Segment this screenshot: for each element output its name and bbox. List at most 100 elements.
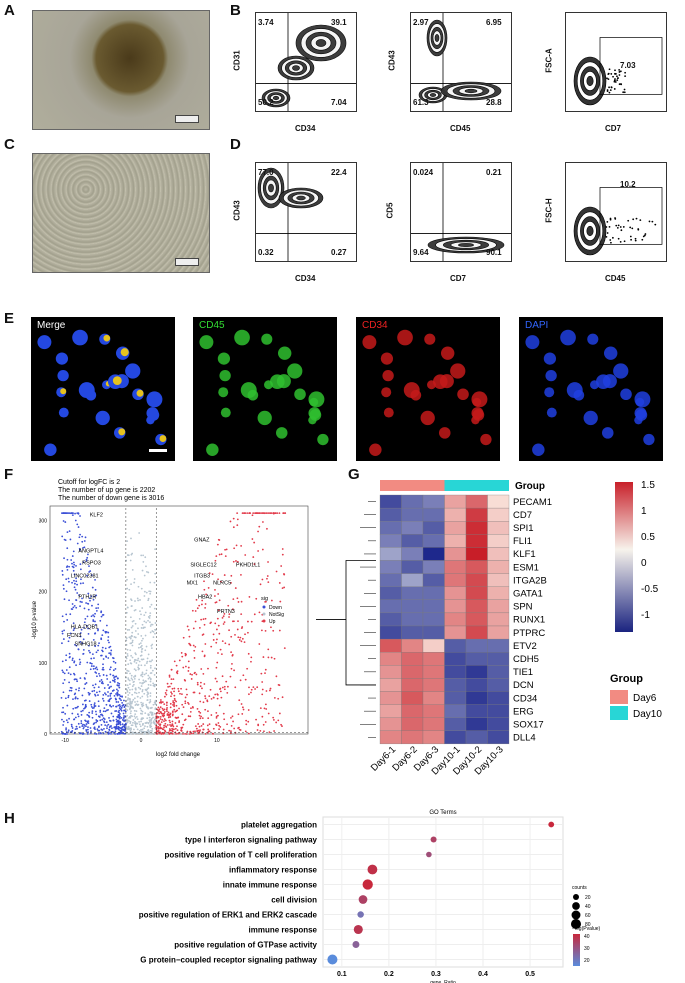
volcano-point-up	[163, 695, 166, 698]
volcano-point-up	[198, 710, 200, 713]
volcano-point-down	[124, 732, 126, 735]
volcano-point-up	[217, 652, 219, 654]
volcano-point-up	[195, 727, 198, 730]
facs-d-gate-value-3: 10.2	[620, 179, 636, 189]
volcano-point-notsig	[151, 711, 154, 714]
heatmap-scale-tick: 1.5	[641, 480, 655, 491]
volcano-point-notsig	[130, 553, 133, 556]
volcano-point-down	[84, 699, 87, 702]
volcano-point-up	[194, 730, 196, 733]
volcano-point-up	[161, 707, 164, 710]
volcano-point-down	[87, 720, 90, 723]
heatmap-cell	[422, 507, 445, 522]
volcano-point-down	[83, 546, 86, 549]
volcano-point-notsig	[141, 607, 144, 609]
volcano-point-up	[160, 701, 163, 704]
volcano-point-up	[242, 512, 245, 515]
volcano-point-down	[65, 590, 68, 593]
volcano-point-up	[274, 512, 277, 515]
volcano-point-up	[193, 672, 196, 675]
dotplot-point	[367, 864, 378, 875]
volcano-point-notsig	[125, 704, 128, 707]
event-dot	[617, 224, 620, 227]
volcano-point-up	[283, 586, 286, 589]
heatmap-row-label: CD7	[513, 510, 532, 521]
micrograph-embryoid-body	[32, 10, 210, 130]
volcano-point-down	[90, 705, 93, 708]
size-legend-title: counts	[572, 885, 587, 891]
volcano-point-notsig	[144, 649, 147, 652]
merge-overlap	[136, 389, 144, 397]
volcano-point-notsig	[137, 646, 140, 649]
heatmap-cell	[401, 547, 424, 561]
volcano-point-up	[217, 593, 220, 595]
volcano-point-up	[214, 601, 217, 604]
volcano-point-down	[99, 709, 102, 712]
volcano-point-notsig	[128, 691, 131, 694]
volcano-point-down	[122, 712, 125, 715]
volcano-point-notsig	[143, 574, 146, 577]
volcano-point-up	[234, 686, 237, 689]
volcano-point-up	[158, 701, 161, 704]
volcano-point-down	[72, 569, 75, 572]
volcano-point-up	[216, 543, 219, 546]
volcano-point-down	[102, 663, 104, 666]
volcano-point-notsig	[126, 714, 129, 717]
volcano-point-notsig	[132, 728, 135, 731]
volcano-point-notsig	[130, 674, 133, 677]
heatmap-cell	[422, 665, 445, 679]
volcano-point-up	[173, 687, 176, 690]
volcano-point-up	[275, 570, 278, 573]
volcano-point-down	[91, 690, 94, 693]
volcano-point-down	[95, 713, 98, 716]
volcano-point-down	[81, 725, 84, 727]
volcano-point-notsig	[129, 720, 132, 723]
volcano-point-down	[103, 720, 105, 722]
event-dot	[614, 217, 616, 219]
volcano-point-up	[203, 623, 206, 626]
volcano-point-up	[267, 581, 270, 584]
volcano-point-notsig	[134, 717, 137, 719]
volcano-point-up	[260, 512, 263, 515]
volcano-point-down	[100, 679, 103, 681]
dapi-nucleus	[573, 389, 585, 401]
volcano-point-notsig	[142, 722, 144, 725]
heatmap-cell	[401, 730, 424, 745]
volcano-point-up	[181, 693, 183, 696]
volcano-point-up	[218, 553, 221, 556]
volcano-point-notsig	[136, 718, 139, 721]
heatmap-cell	[379, 547, 402, 561]
volcano-point-down	[89, 570, 92, 572]
volcano-point-down	[71, 659, 74, 662]
volcano-point-up	[168, 685, 171, 688]
volcano-point-up	[240, 545, 243, 547]
volcano-point-up	[171, 729, 173, 732]
color-legend-label: 40	[584, 934, 590, 940]
volcano-point-notsig	[153, 581, 156, 584]
merge-nucleus	[85, 389, 97, 401]
volcano-legend-dot	[262, 605, 266, 609]
heatmap-group-cell	[380, 480, 402, 491]
panel-label-f: F	[4, 466, 14, 483]
volcano-point-down	[108, 726, 111, 729]
facs-d-q-lr-1: 0.27	[331, 248, 347, 257]
volcano-point-notsig	[127, 663, 130, 666]
volcano-point-down	[95, 719, 98, 721]
volcano-point-notsig	[129, 698, 131, 701]
volcano-point-down	[117, 725, 120, 728]
volcano-point-up	[158, 712, 161, 715]
heatmap-row-label: RUNX1	[513, 615, 545, 626]
cd45-cell	[257, 410, 272, 426]
volcano-point-notsig	[125, 699, 128, 702]
volcano-point-down	[76, 727, 78, 730]
volcano-point-down	[123, 715, 125, 717]
heatmap-cell	[465, 599, 488, 614]
volcano-point-down	[72, 707, 75, 710]
volcano-point-notsig	[150, 707, 152, 710]
volcano-point-up	[238, 699, 241, 702]
volcano-point-up	[202, 633, 205, 636]
volcano-point-down	[98, 680, 101, 683]
volcano-point-down	[67, 696, 70, 699]
heatmap-cell	[444, 717, 467, 731]
gate-rect	[599, 37, 663, 95]
